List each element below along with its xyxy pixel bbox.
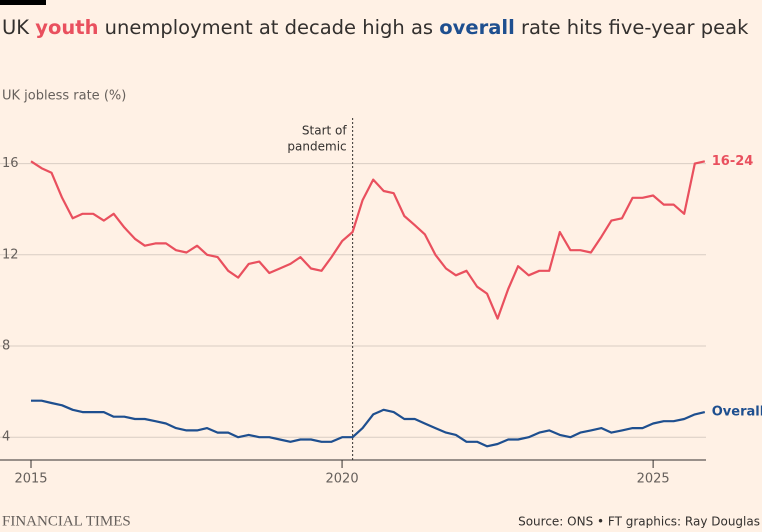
y-tick-label: 4 bbox=[2, 430, 10, 445]
y-tick-label: 8 bbox=[2, 339, 10, 354]
series-line bbox=[30, 160, 706, 320]
title-part: youth bbox=[35, 16, 98, 39]
x-tick-label: 2015 bbox=[14, 472, 47, 487]
brand: FINANCIAL TIMES bbox=[2, 513, 131, 529]
title-part: unemployment at decade high as bbox=[98, 16, 439, 39]
annotation-text: Start of bbox=[302, 124, 347, 138]
brand-bar bbox=[0, 0, 46, 5]
annotation-text: pandemic bbox=[287, 140, 346, 154]
source: Source: ONS • FT graphics: Ray Douglas bbox=[518, 515, 760, 529]
y-axis-label: UK jobless rate (%) bbox=[2, 89, 126, 104]
title-part: overall bbox=[439, 16, 514, 39]
x-tick-label: 2020 bbox=[326, 472, 359, 487]
y-tick-label: 12 bbox=[2, 247, 19, 262]
title-part: UK bbox=[2, 16, 35, 39]
chart-title: UK youth unemployment at decade high as … bbox=[2, 16, 749, 39]
series-line bbox=[31, 399, 706, 448]
y-tick-label: 16 bbox=[2, 156, 19, 171]
x-tick-label: 2025 bbox=[637, 472, 670, 487]
series-label: 16-24 bbox=[712, 154, 754, 169]
series-label: Overall bbox=[712, 405, 762, 420]
title-part: rate hits five-year peak bbox=[515, 16, 749, 39]
